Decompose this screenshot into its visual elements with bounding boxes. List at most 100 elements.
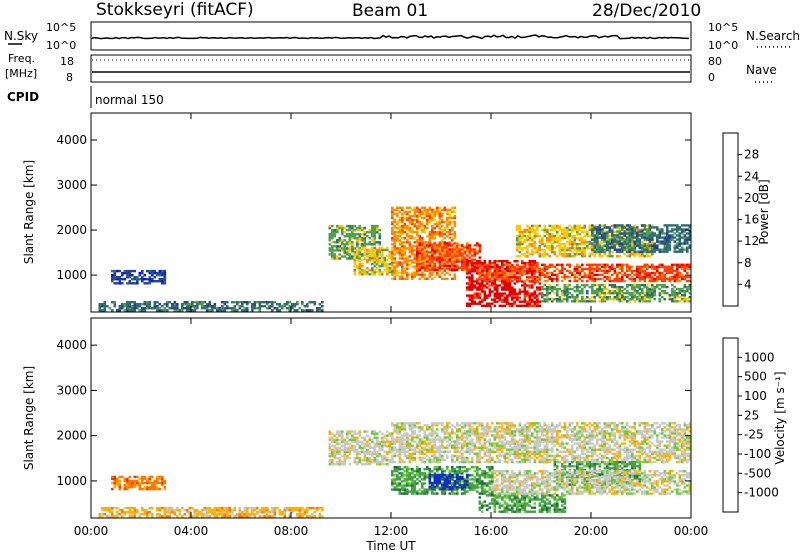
velocity-cell <box>433 432 437 435</box>
power-cell <box>456 266 459 269</box>
velocity-cell <box>118 485 122 489</box>
velocity-cell <box>373 444 377 448</box>
power-cell <box>661 277 664 281</box>
power-cell <box>421 275 424 278</box>
power-cell <box>391 214 394 218</box>
power-cell <box>578 228 582 232</box>
velocity-cell <box>386 434 389 437</box>
power-cell <box>353 247 357 250</box>
power-cell <box>658 230 662 233</box>
power-cell <box>426 218 429 222</box>
power-cell <box>428 267 432 270</box>
power-cell <box>643 246 647 250</box>
power-cell <box>663 273 667 277</box>
power-cell <box>441 239 444 242</box>
power-cell <box>561 275 564 279</box>
power-cell <box>388 256 392 260</box>
velocity-cell <box>168 515 172 518</box>
power-cell <box>331 253 334 256</box>
power-cell <box>128 269 132 273</box>
power-cell <box>633 277 637 281</box>
power-cell <box>586 234 589 238</box>
power-cell <box>686 298 689 301</box>
velocity-cell <box>461 446 464 449</box>
power-cell <box>533 277 537 281</box>
power-cell <box>688 267 692 271</box>
velocity-cell <box>373 430 377 433</box>
power-cell <box>381 246 384 250</box>
power-cell <box>598 242 602 246</box>
power-cell <box>411 245 414 248</box>
power-cell <box>403 241 407 244</box>
velocity-cell <box>263 515 267 518</box>
power-cell <box>418 277 422 280</box>
power-cell <box>541 296 544 299</box>
velocity-cell <box>416 446 419 449</box>
velocity-cell <box>446 422 449 425</box>
velocity-cell <box>331 450 334 454</box>
power-cell <box>481 267 484 271</box>
power-cell <box>518 265 522 268</box>
velocity-cell <box>353 440 357 443</box>
power-cell <box>138 309 142 312</box>
power-cell <box>461 248 464 251</box>
power-cell <box>336 245 339 248</box>
power-cell <box>666 228 669 231</box>
power-cell <box>358 269 362 272</box>
velocity-cell <box>128 481 132 485</box>
velocity-cell <box>391 424 394 427</box>
velocity-cell <box>331 452 334 456</box>
power-cell <box>111 278 114 281</box>
power-cell <box>593 279 597 283</box>
velocity-cell <box>396 448 399 451</box>
power-cell <box>661 228 664 231</box>
power-cell <box>676 224 679 227</box>
velocity-cell <box>118 513 122 516</box>
power-cell <box>646 289 649 293</box>
velocity-cell <box>111 515 114 518</box>
power-cell <box>543 234 547 238</box>
power-cell <box>123 278 127 281</box>
power-cell <box>663 248 667 251</box>
velocity-cell <box>381 456 384 460</box>
power-cell <box>521 234 524 238</box>
power-cell <box>651 265 654 268</box>
power-cell <box>476 268 479 271</box>
power-cell <box>621 277 624 281</box>
power-cell <box>403 226 407 230</box>
power-cell <box>391 267 394 270</box>
velocity-cell <box>286 509 289 512</box>
power-cell <box>626 292 629 295</box>
power-cell <box>526 294 529 297</box>
power-cell <box>593 226 597 229</box>
power-cell <box>626 275 629 279</box>
power-cell <box>636 236 639 239</box>
power-cell <box>113 278 117 281</box>
power-cell <box>571 240 574 244</box>
power-cell <box>653 234 657 237</box>
power-cell <box>546 285 549 289</box>
power-cell <box>576 267 579 271</box>
power-cell <box>676 250 679 253</box>
power-cell <box>413 241 417 244</box>
power-cell <box>551 298 554 301</box>
power-cell <box>681 287 684 291</box>
power-cell <box>633 279 637 283</box>
power-cell <box>473 258 477 261</box>
power-cell <box>563 244 567 248</box>
power-cell <box>591 285 594 289</box>
velocity-cell <box>278 509 282 512</box>
velocity-cell <box>151 475 154 479</box>
velocity-cell <box>143 485 147 489</box>
power-cell <box>503 288 507 291</box>
power-cell <box>463 266 467 269</box>
power-cell <box>343 251 347 254</box>
power-cell <box>623 292 627 295</box>
power-cell <box>148 301 152 304</box>
power-cell <box>508 302 512 305</box>
power-cell <box>646 230 649 233</box>
velocity-cell <box>133 511 137 514</box>
power-cell <box>416 228 419 232</box>
power-cell <box>468 246 472 249</box>
power-cell <box>426 235 429 238</box>
